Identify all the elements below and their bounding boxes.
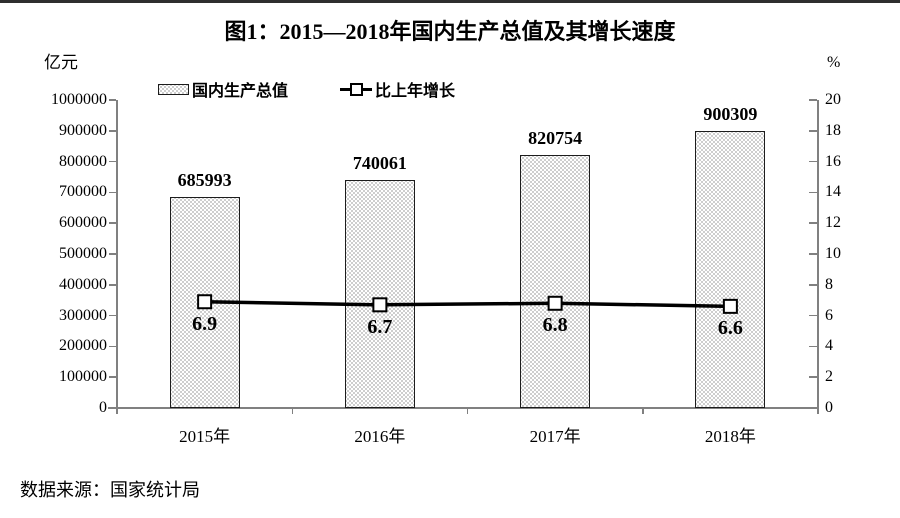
bar-value-label: 900309 bbox=[703, 103, 758, 124]
right-axis-tick-label: 16 bbox=[825, 152, 841, 170]
x-category-label: 2018年 bbox=[704, 427, 756, 446]
line-value-label: 6.6 bbox=[717, 317, 743, 340]
right-axis-tick bbox=[809, 160, 817, 163]
left-axis-line bbox=[116, 100, 118, 408]
left-axis-tick bbox=[109, 160, 116, 163]
bar bbox=[695, 130, 766, 408]
right-axis-unit-label: % bbox=[827, 54, 841, 71]
right-axis-tick-label: 0 bbox=[825, 399, 833, 416]
left-axis-tick bbox=[109, 314, 116, 317]
right-axis-tick bbox=[809, 284, 817, 286]
growth-line bbox=[204, 299, 731, 309]
right-axis-tick-label: 12 bbox=[825, 214, 841, 232]
right-axis-tick bbox=[809, 253, 817, 255]
right-axis-tick bbox=[809, 407, 817, 409]
right-axis-tick-label: 8 bbox=[825, 275, 833, 293]
legend-label-growth: 比上年增长 bbox=[375, 83, 456, 100]
right-axis-tick bbox=[809, 99, 817, 101]
line-value-label: 6.8 bbox=[542, 314, 568, 337]
bar bbox=[344, 180, 415, 408]
x-axis-tick bbox=[642, 408, 644, 414]
right-axis-tick-label: 20 bbox=[825, 91, 841, 108]
left-axis-tick bbox=[109, 284, 116, 286]
left-axis-tick bbox=[109, 253, 116, 255]
right-axis-tick-label: 6 bbox=[825, 306, 833, 324]
right-axis-tick-label: 14 bbox=[825, 183, 841, 201]
right-axis-tick bbox=[809, 130, 817, 132]
x-axis-tick bbox=[291, 408, 293, 414]
data-source: 数据来源：国家统计局 bbox=[20, 480, 200, 500]
bar-value-label: 820754 bbox=[528, 128, 583, 149]
legend: 国内生产总值 比上年增长 bbox=[158, 77, 455, 101]
right-axis-tick bbox=[809, 376, 817, 378]
left-axis-tick-label: 1000000 bbox=[51, 91, 107, 108]
right-axis-tick-label: 4 bbox=[825, 337, 833, 355]
left-axis-tick bbox=[109, 376, 116, 378]
bar-series-swatch-icon bbox=[158, 83, 189, 95]
bar bbox=[520, 155, 591, 408]
left-axis-tick bbox=[109, 222, 116, 224]
bar-value-label: 740061 bbox=[352, 153, 407, 174]
left-axis-tick-label: 100000 bbox=[59, 368, 107, 386]
line-value-label: 6.9 bbox=[192, 312, 218, 335]
x-axis-tick bbox=[466, 408, 469, 414]
right-axis-tick bbox=[809, 314, 817, 317]
legend-item-gdp: 国内生产总值 bbox=[158, 77, 288, 101]
legend-label-gdp: 国内生产总值 bbox=[192, 83, 289, 100]
left-axis-tick-label: 400000 bbox=[59, 275, 107, 293]
legend-item-growth: 比上年增长 bbox=[340, 77, 455, 101]
x-axis-tick bbox=[817, 408, 819, 414]
chart-title: 图1：2015—2018年国内生产总值及其增长速度 bbox=[224, 19, 676, 44]
bar bbox=[169, 196, 240, 408]
x-category-label: 2015年 bbox=[179, 427, 231, 446]
right-axis-tick bbox=[809, 191, 817, 194]
line-value-label: 6.7 bbox=[367, 315, 393, 338]
right-axis-tick-label: 18 bbox=[825, 121, 841, 139]
left-axis-tick-label: 200000 bbox=[59, 337, 107, 355]
left-axis-tick bbox=[109, 191, 116, 194]
left-axis-tick-label: 600000 bbox=[59, 214, 107, 232]
bar-value-label: 685993 bbox=[177, 169, 232, 190]
x-axis-line bbox=[108, 407, 819, 409]
right-axis-tick-label: 2 bbox=[825, 368, 833, 386]
line-series-swatch-icon bbox=[340, 82, 373, 96]
left-axis-tick-label: 300000 bbox=[59, 306, 107, 324]
right-axis-tick bbox=[809, 345, 817, 348]
left-axis-tick-label: 0 bbox=[99, 399, 107, 416]
left-axis-tick-label: 900000 bbox=[59, 121, 107, 139]
left-axis-unit-label: 亿元 bbox=[44, 53, 78, 72]
left-axis-tick-label: 800000 bbox=[59, 152, 107, 170]
right-axis-tick-label: 10 bbox=[825, 245, 841, 262]
right-axis-line bbox=[817, 100, 819, 408]
x-category-label: 2016年 bbox=[354, 427, 406, 446]
x-axis-tick bbox=[116, 408, 118, 414]
left-axis-tick bbox=[109, 407, 116, 409]
left-axis-tick bbox=[109, 99, 116, 101]
top-border-rule bbox=[0, 0, 900, 3]
line-marker-icon bbox=[350, 83, 364, 96]
x-category-label: 2017年 bbox=[529, 427, 581, 446]
left-axis-tick bbox=[109, 130, 116, 132]
left-axis-tick-label: 500000 bbox=[59, 245, 107, 262]
left-axis-tick bbox=[109, 345, 116, 348]
right-axis-tick bbox=[809, 222, 817, 224]
left-axis-tick-label: 700000 bbox=[59, 183, 107, 201]
